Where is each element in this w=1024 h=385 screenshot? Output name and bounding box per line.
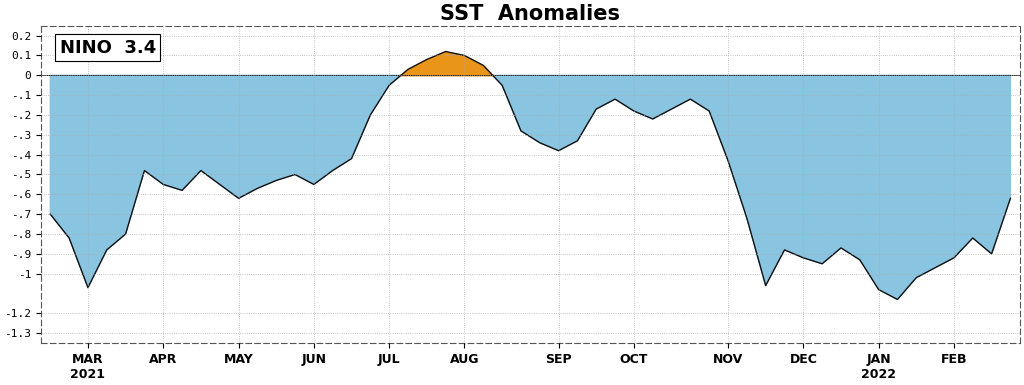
Title: SST  Anomalies: SST Anomalies [440,4,621,24]
Text: NINO  3.4: NINO 3.4 [59,38,156,57]
